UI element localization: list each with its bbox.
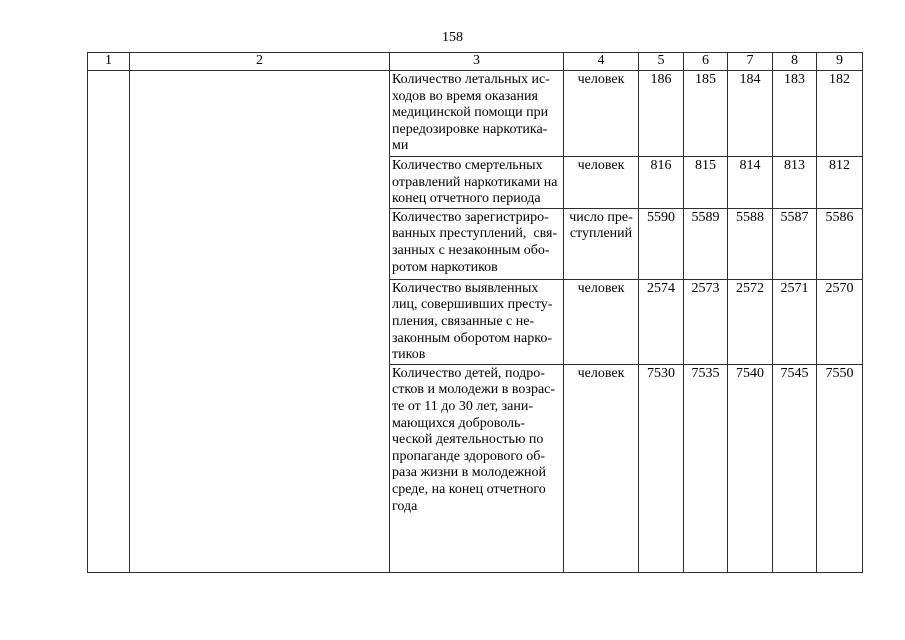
table-cell-value: 185	[683, 70, 728, 157]
table-cell-value: 816	[638, 156, 684, 209]
table-cell-unit: человек	[563, 70, 639, 157]
table-cell-indicator: Количество выявленных лиц, совершивших п…	[389, 278, 564, 365]
table-cell-indicator: Количество детей, подро- стков и молодеж…	[389, 363, 564, 573]
table-row: Количество детей, подро- стков и молодеж…	[88, 363, 863, 573]
table-cell-unit: человек	[563, 363, 639, 573]
table-cell-unit: человек	[563, 156, 639, 209]
table-cell-unit: человек	[563, 278, 639, 365]
table-cell-value: 7545	[772, 363, 817, 573]
table-cell-value: 183	[772, 70, 817, 157]
page-number: 158	[442, 30, 463, 45]
table-cell-empty-col2	[129, 70, 390, 573]
table-cell-value: 182	[816, 70, 863, 157]
column-header-8: 8	[772, 52, 817, 71]
table-cell-indicator: Количество смертельных отравлений наркот…	[389, 156, 564, 209]
table-cell-value: 7535	[683, 363, 728, 573]
table-cell-value: 5589	[683, 207, 728, 280]
column-header-3: 3	[389, 52, 564, 71]
column-header-2: 2	[129, 52, 390, 71]
table-cell-value: 186	[638, 70, 684, 157]
table-cell-value: 812	[816, 156, 863, 209]
column-header-7: 7	[727, 52, 773, 71]
table-header-row: 1 2 3 4 5 6 7 8 9	[87, 52, 863, 71]
table-cell-value: 2570	[816, 278, 863, 365]
table-cell-value: 5590	[638, 207, 684, 280]
table-cell-value: 5588	[727, 207, 773, 280]
table-cell-value: 815	[683, 156, 728, 209]
column-header-4: 4	[563, 52, 639, 71]
table-row: Количество зарегистриро- ванных преступл…	[88, 207, 863, 280]
table-row: Количество смертельных отравлений наркот…	[88, 156, 863, 209]
table-cell-value: 7540	[727, 363, 773, 573]
table-cell-empty-col1	[87, 70, 130, 573]
table-row: Количество выявленных лиц, совершивших п…	[88, 278, 863, 365]
table-cell-value: 814	[727, 156, 773, 209]
table-cell-value: 2572	[727, 278, 773, 365]
column-header-9: 9	[816, 52, 863, 71]
table-cell-indicator: Количество летальных ис- ходов во время …	[389, 70, 564, 157]
table-cell-value: 5587	[772, 207, 817, 280]
table-cell-indicator: Количество зарегистриро- ванных преступл…	[389, 207, 564, 280]
table-cell-value: 2574	[638, 278, 684, 365]
table-cell-unit: число пре- ступлений	[563, 207, 639, 280]
table-cell-value: 7550	[816, 363, 863, 573]
table-cell-value: 7530	[638, 363, 684, 573]
indicators-table: 1 2 3 4 5 6 7 8 9 Количество летальных и…	[87, 52, 863, 573]
table-cell-value: 5586	[816, 207, 863, 280]
table-cell-value: 184	[727, 70, 773, 157]
column-header-6: 6	[683, 52, 728, 71]
column-header-1: 1	[87, 52, 130, 71]
table-cell-value: 2571	[772, 278, 817, 365]
column-header-5: 5	[638, 52, 684, 71]
table-cell-value: 813	[772, 156, 817, 209]
table-row: Количество летальных ис- ходов во время …	[87, 70, 863, 573]
table-cell-value: 2573	[683, 278, 728, 365]
